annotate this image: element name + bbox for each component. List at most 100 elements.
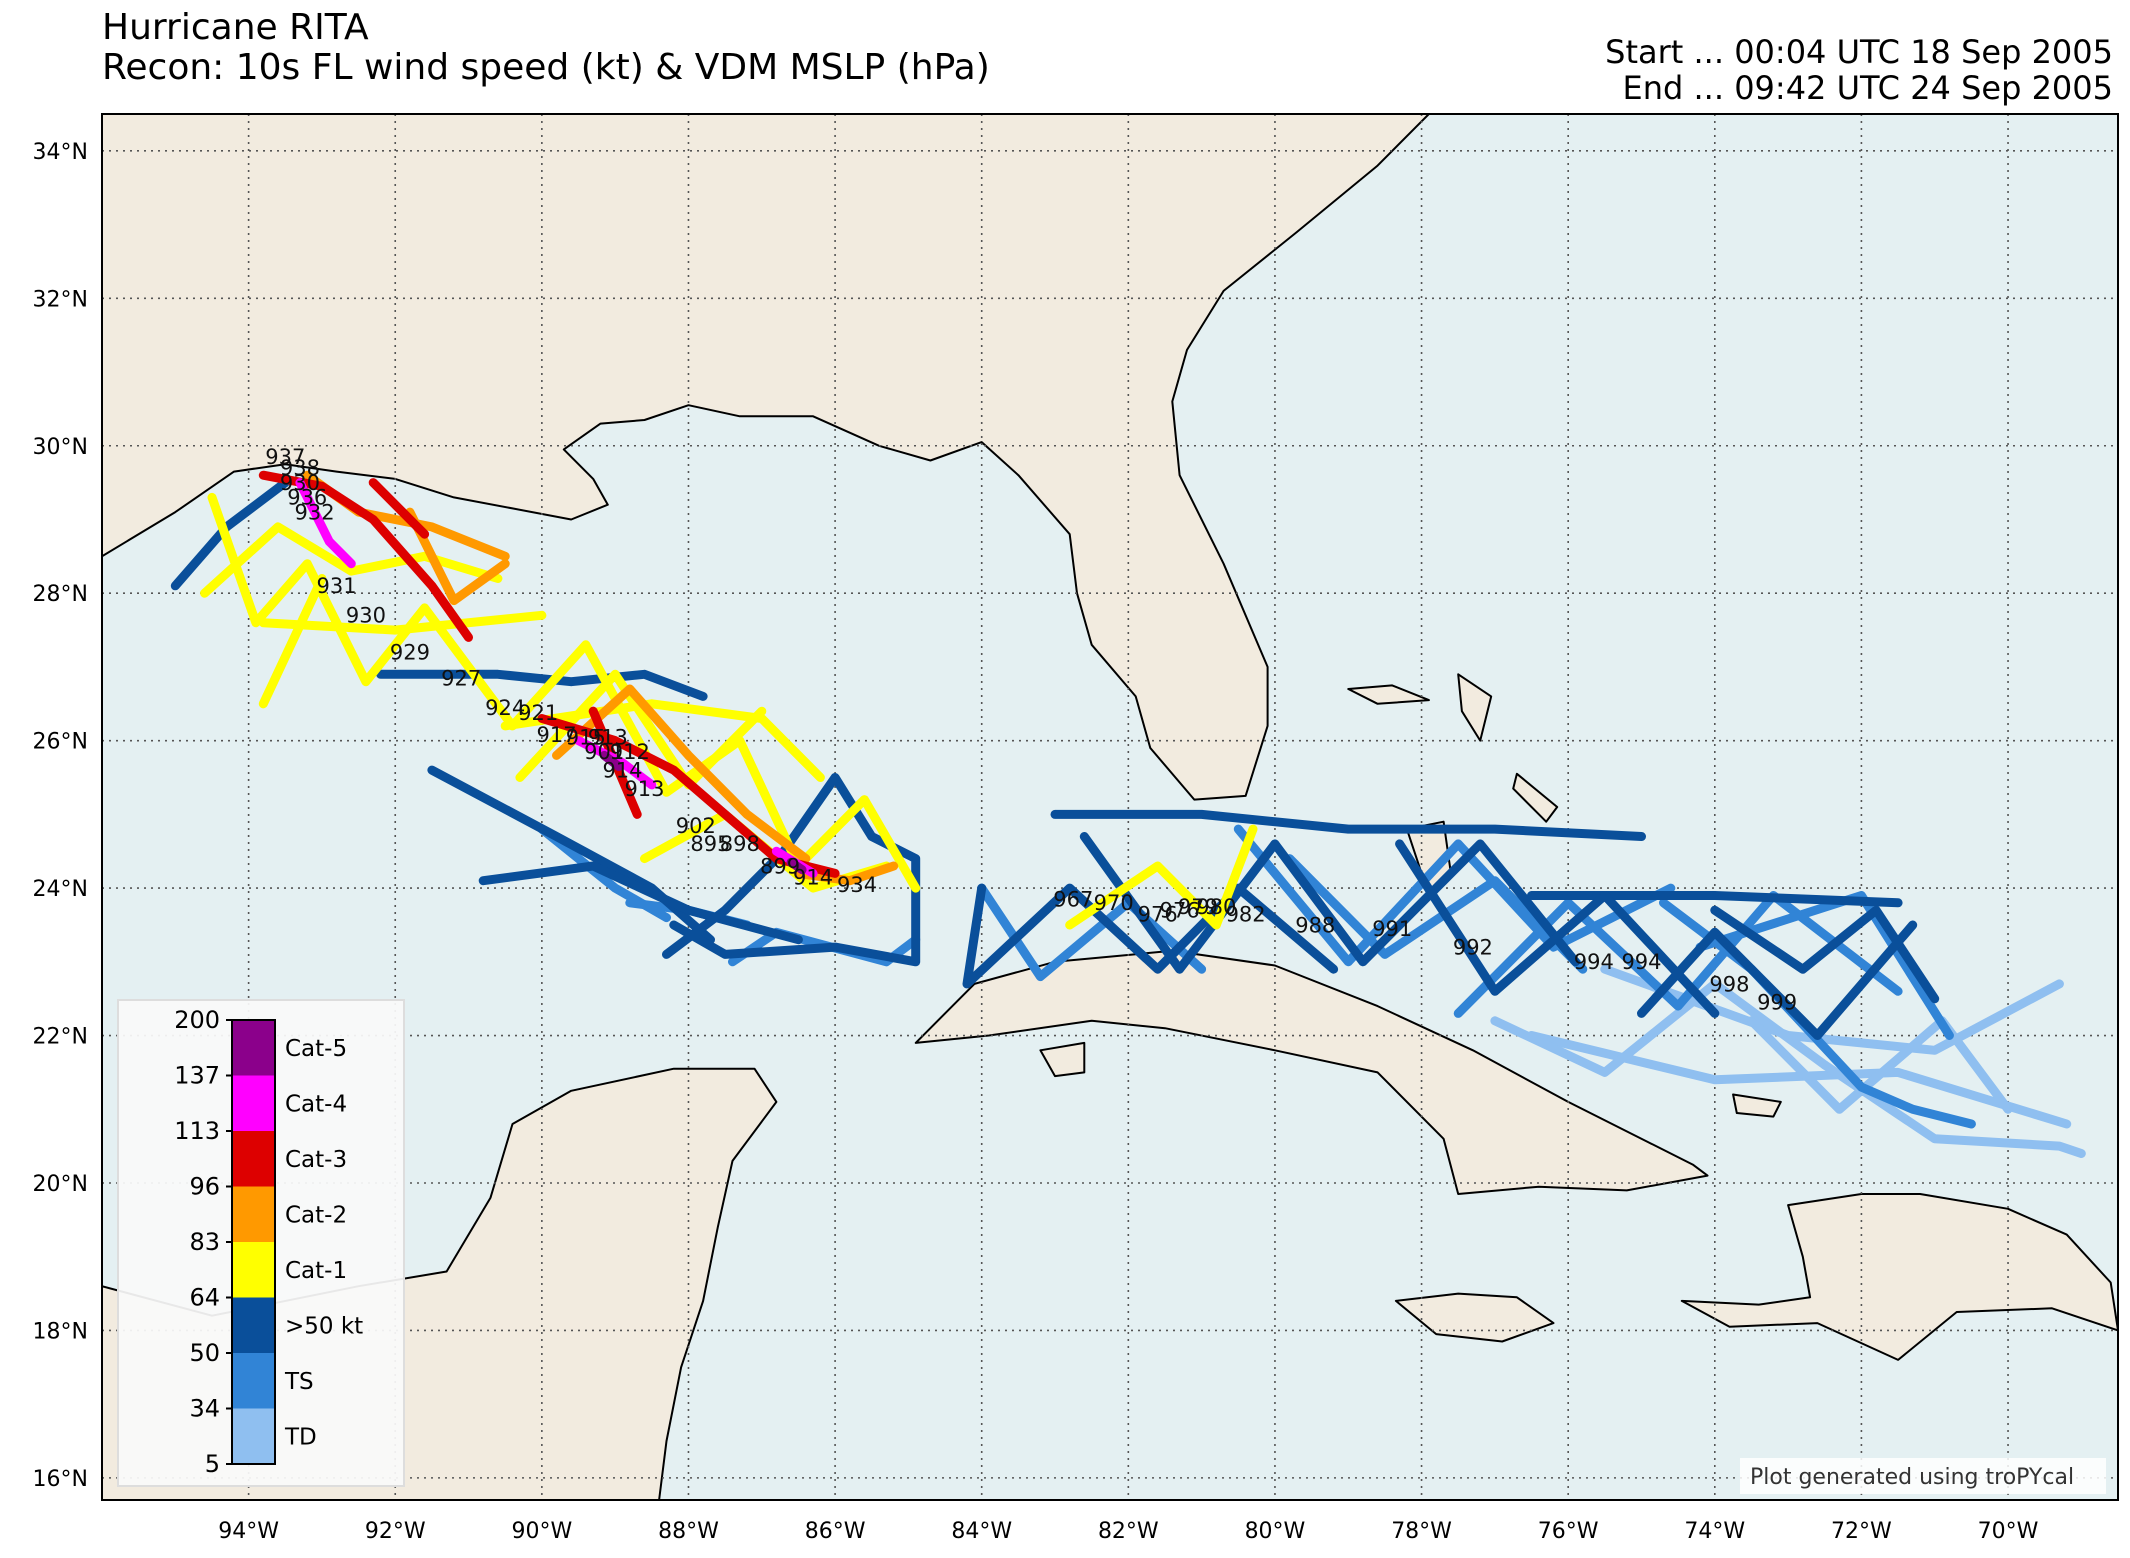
recon-track-cat4 [574, 736, 657, 790]
recon-track-cat1 [1065, 824, 1258, 930]
mslp-label: 921 [518, 701, 558, 725]
legend-tick-label: 64 [189, 1284, 220, 1312]
mslp-label: 976 [1160, 899, 1200, 923]
axis-tick-labels: 94°W 92°W 90°W 88°W 86°W 84°W 82°W 80°W 78°W 76°W… [33, 140, 2039, 1544]
legend-bin [232, 1186, 275, 1242]
recon-track-gt50 [1079, 832, 1580, 974]
recon-flight-tracks [170, 470, 2086, 1158]
legend-tick-label: 50 [189, 1339, 220, 1367]
legend-category-label: >50 kt [285, 1313, 363, 1339]
recon-track-cat2 [552, 684, 811, 864]
lon-tick-label: 84°W [951, 1519, 1012, 1544]
title-line-recon: Recon: 10s FL wind speed (kt) & VDM MSLP… [102, 47, 990, 88]
mslp-label: 914 [793, 865, 833, 889]
mslp-label: 980 [1196, 895, 1236, 919]
mslp-label: 913 [588, 725, 628, 749]
mslp-label: 929 [390, 641, 430, 665]
lon-tick-label: 80°W [1245, 1519, 1306, 1544]
lat-tick-label: 34°N [33, 140, 88, 165]
mslp-labels: 9379389309369329319309299279249219179159… [265, 445, 1797, 1015]
legend-bin [232, 1020, 275, 1076]
legend-category-label: Cat-1 [285, 1258, 347, 1284]
recon-track-TS [1695, 891, 1954, 1040]
mslp-label: 924 [485, 696, 525, 720]
mslp-label: 998 [1709, 972, 1749, 996]
legend-tick-label: 113 [174, 1117, 220, 1145]
recon-track-cat5 [786, 857, 807, 875]
map-frame [101, 113, 2119, 1501]
mslp-label: 982 [1226, 902, 1266, 926]
lon-tick-label: 92°W [365, 1519, 426, 1544]
recon-track-gt50 [1050, 809, 1646, 841]
recon-track-gt50 [478, 861, 803, 945]
lon-tick-label: 76°W [1538, 1519, 1599, 1544]
mslp-label: 902 [676, 814, 716, 838]
mslp-label: 914 [602, 759, 642, 783]
legend-tick-label: 137 [174, 1062, 220, 1090]
legend-tick-label: 5 [205, 1450, 220, 1478]
legend-bin [232, 1242, 275, 1298]
lon-tick-label: 74°W [1684, 1519, 1745, 1544]
lat-tick-label: 22°N [33, 1025, 88, 1050]
recon-track-cat5 [599, 750, 624, 771]
lat-tick-label: 26°N [33, 730, 88, 755]
title-line-storm: Hurricane RITA [102, 7, 369, 48]
land-hispaniola [1680, 1193, 2118, 1361]
legend-bin [232, 1075, 275, 1131]
land-abaco [1457, 673, 1493, 742]
recon-track-cat1 [200, 522, 503, 598]
lon-tick-label: 90°W [511, 1519, 572, 1544]
mslp-label: 913 [624, 777, 664, 801]
land-isle-of-youth [1039, 1041, 1086, 1078]
recon-track-cat2 [405, 507, 510, 606]
mslp-label: 930 [346, 604, 386, 628]
recon-track-cat1 [207, 492, 921, 893]
legend-bin [232, 1353, 275, 1409]
mslp-label: 932 [295, 500, 335, 524]
mslp-label: 899 [760, 854, 800, 878]
mslp-label: 931 [317, 574, 357, 598]
land-inagua [1732, 1093, 1782, 1118]
legend-category-labels: TD TS >50 kt Cat-1 Cat-2 Cat-3 Cat-4 Cat-5 [284, 1036, 363, 1451]
wind-legend: 5 34 50 64 83 96 113 137 200 TD TS >50 kt Cat-1 Cat-… [117, 999, 405, 1487]
legend-tick-label: 200 [174, 1006, 220, 1034]
legend-tick-labels: 5 34 50 64 83 96 113 137 200 [174, 1006, 232, 1478]
mslp-label: 992 [1453, 935, 1493, 959]
legend-bin [232, 1297, 275, 1353]
mslp-label: 912 [610, 740, 650, 764]
recon-track-cat1 [258, 610, 547, 635]
recon-track-TD [1820, 1060, 2086, 1158]
mslp-label: 988 [1295, 913, 1335, 937]
legend-tick-label: 34 [189, 1395, 220, 1423]
legend-category-label: Cat-2 [285, 1202, 347, 1228]
mslp-label: 927 [441, 666, 481, 690]
mslp-label: 967 [1053, 888, 1093, 912]
mslp-label: 937 [265, 445, 305, 469]
recon-track-gt50 [1527, 891, 1903, 908]
mslp-label: 991 [1372, 917, 1412, 941]
start-time: Start ... 00:04 UTC 18 Sep 2005 [1605, 33, 2113, 71]
lat-tick-label: 18°N [33, 1319, 88, 1344]
lat-tick-label: 16°N [33, 1467, 88, 1492]
recon-track-gt50 [1637, 920, 1918, 1040]
recon-track-gt50 [376, 669, 708, 701]
mslp-label: 938 [280, 456, 320, 480]
land-jamaica [1394, 1292, 1555, 1343]
recon-track-TS [537, 824, 671, 923]
legend-colorbar [232, 1020, 275, 1464]
recon-track-TS [1453, 891, 1903, 1018]
lat-tick-label: 20°N [33, 1172, 88, 1197]
mslp-label: 994 [1621, 950, 1661, 974]
legend-bin [232, 1408, 275, 1464]
mslp-label: 976 [1138, 902, 1178, 926]
legend-category-label: TD [284, 1424, 317, 1450]
recon-track-gt50 [1710, 905, 1940, 1004]
mslp-label: 970 [1094, 891, 1134, 915]
lon-tick-label: 88°W [658, 1519, 719, 1544]
legend-category-label: Cat-4 [285, 1091, 347, 1117]
end-time: End ... 09:42 UTC 24 Sep 2005 [1622, 69, 2113, 107]
lon-tick-label: 70°W [1978, 1519, 2039, 1544]
legend-tick-label: 96 [189, 1173, 220, 1201]
lon-tick-label: 78°W [1391, 1519, 1452, 1544]
